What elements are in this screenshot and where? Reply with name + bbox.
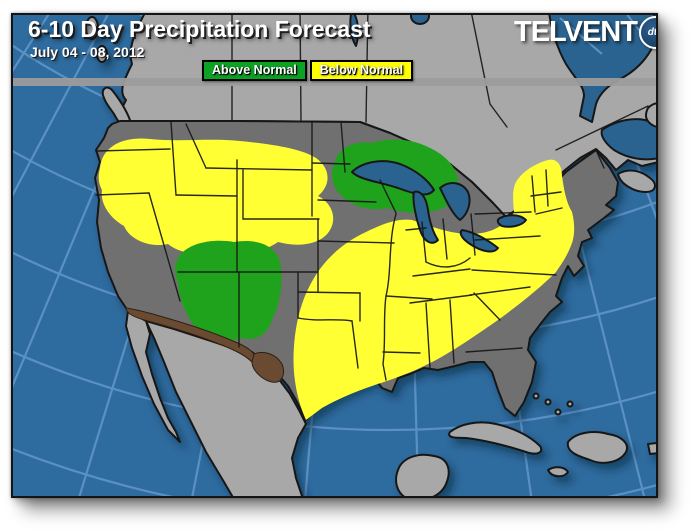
lake-erie [459, 229, 499, 253]
date-range: July 04 - 08, 2012 [30, 44, 145, 60]
brand-name: TELVENT [514, 16, 638, 48]
newfoundland [645, 102, 656, 128]
cuba [448, 421, 543, 455]
lake-huron [439, 182, 471, 221]
above-normal-southwest-region [175, 240, 282, 341]
nova-scotia [617, 169, 656, 193]
borders-layer [95, 15, 649, 381]
lake-michigan [412, 190, 439, 244]
map-panel: 6-10 Day Precipitation Forecast July 04 … [11, 13, 658, 498]
dry-border-strip [125, 307, 285, 383]
hudson-bay [548, 15, 656, 123]
legend-below-normal: Below Normal [309, 60, 414, 81]
header-divider-bar [13, 78, 656, 86]
big-bend-strip [251, 351, 285, 383]
brand-logo: TELVENT dtn [514, 16, 656, 49]
legend: Above Normal Below Normal [202, 60, 414, 81]
lake-ontario [496, 214, 527, 228]
gulf-of-st-lawrence [600, 118, 656, 161]
dtn-badge-icon: dtn [638, 16, 656, 49]
jamaica [547, 466, 569, 478]
legend-above-normal: Above Normal [202, 60, 307, 81]
maritime-land [617, 102, 656, 193]
bc-coast-island [96, 45, 108, 63]
bc-coast-island [85, 16, 99, 40]
bahamas-island [544, 398, 552, 406]
lake-winnipeg [349, 15, 360, 47]
page-title: 6-10 Day Precipitation Forecast [28, 16, 371, 42]
bahamas-island [532, 392, 540, 400]
bahamas-island [554, 408, 562, 416]
baja-california [125, 310, 181, 443]
bahamas-island [566, 400, 574, 408]
water-layer [349, 15, 656, 253]
northern-lake [410, 15, 430, 25]
yucatan [395, 453, 450, 496]
hispaniola [566, 431, 628, 464]
puerto-rico [647, 442, 656, 455]
